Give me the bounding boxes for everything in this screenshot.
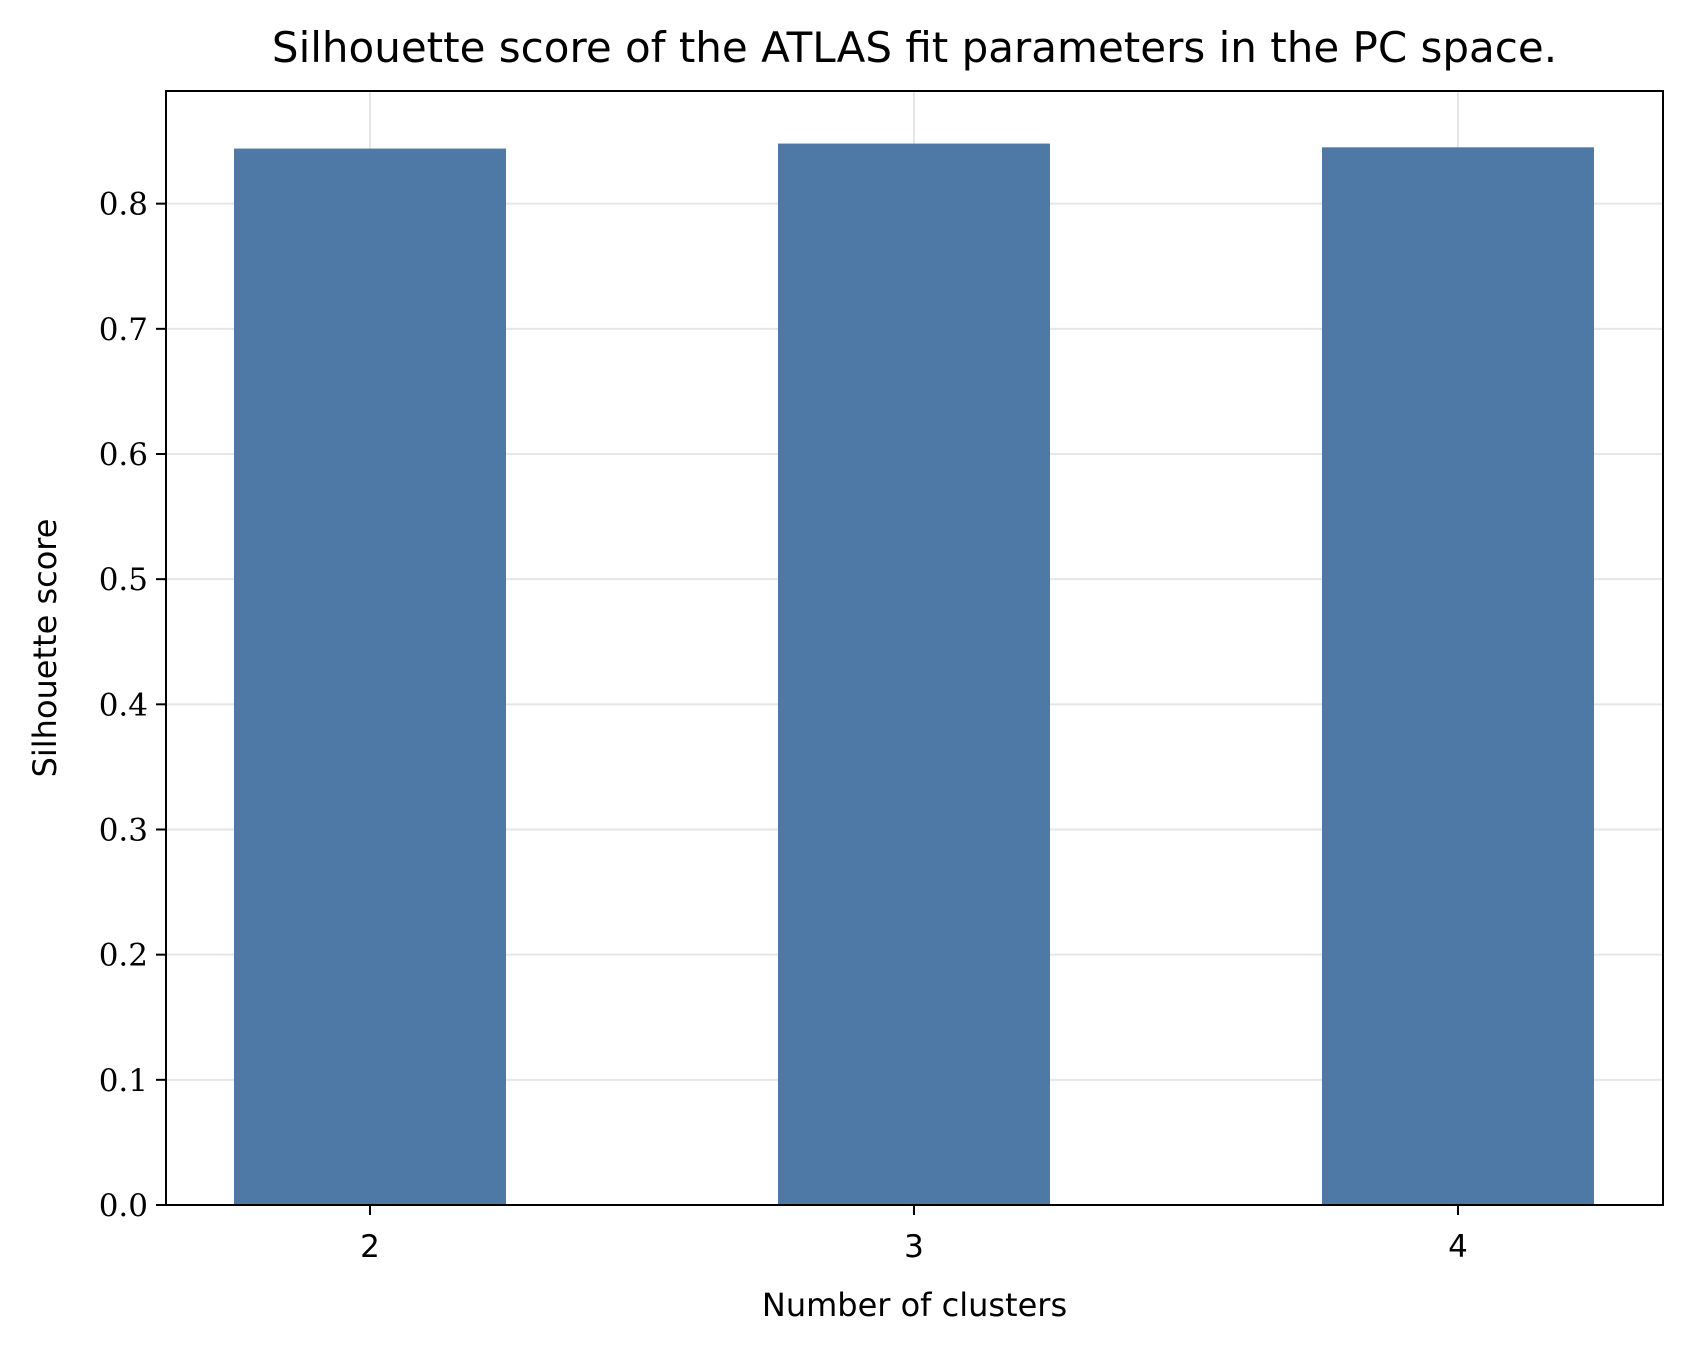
y-tick-label: 0.8 — [99, 187, 148, 223]
y-tick-label: 0.3 — [99, 812, 148, 848]
chart-title: Silhouette score of the ATLAS fit parame… — [272, 23, 1557, 72]
y-tick-label: 0.2 — [99, 938, 148, 974]
y-tick-label: 0.7 — [99, 312, 148, 348]
bar-4 — [1322, 147, 1594, 1206]
y-tick-label: 0.0 — [99, 1188, 148, 1224]
x-tick-label: 2 — [360, 1229, 380, 1265]
x-axis-label: Number of clusters — [762, 1286, 1067, 1324]
x-tick-label: 4 — [1448, 1229, 1468, 1265]
y-tick-label: 0.1 — [99, 1063, 148, 1099]
y-axis-label: Silhouette score — [26, 519, 64, 778]
y-tick-label: 0.5 — [99, 562, 148, 598]
y-tick-label: 0.4 — [99, 687, 148, 723]
bar-3 — [778, 143, 1050, 1205]
bars — [234, 143, 1594, 1206]
x-tick-label: 3 — [904, 1229, 924, 1265]
y-tick-label: 0.6 — [99, 437, 148, 473]
axis-ticks: 0.0 0.1 0.2 0.3 0.4 0.5 0.6 0.7 0.8 2 3 4 — [99, 187, 1468, 1265]
bar-2 — [234, 148, 506, 1206]
